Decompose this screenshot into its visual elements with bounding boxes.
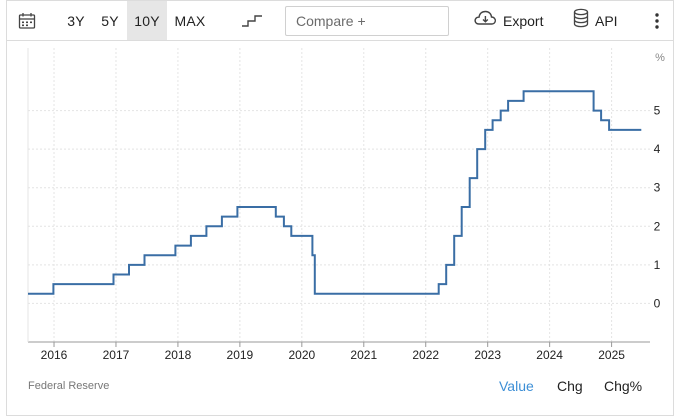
tab-chg[interactable]: Chg	[557, 378, 583, 394]
range-10y-button[interactable]: 10Y	[127, 1, 167, 40]
kebab-menu-icon[interactable]	[647, 1, 667, 40]
chart-panel	[6, 0, 674, 416]
range-5y-button[interactable]: 5Y	[101, 12, 119, 29]
tab-value[interactable]: Value	[499, 378, 534, 394]
export-button[interactable]: Export	[473, 1, 543, 40]
data-source-label: Federal Reserve	[28, 380, 110, 392]
range-max-button[interactable]: MAX	[174, 12, 206, 29]
export-label: Export	[503, 12, 544, 29]
compare-input[interactable]	[285, 6, 449, 36]
api-button[interactable]: API	[573, 1, 618, 40]
database-icon	[573, 8, 589, 33]
range-3y-button[interactable]: 3Y	[67, 12, 85, 29]
chart-toolbar: 3Y 5Y 10Y MAX Export API	[6, 0, 674, 41]
step-line-icon[interactable]	[237, 1, 267, 40]
tab-chg-pct[interactable]: Chg%	[604, 378, 643, 394]
cloud-download-icon	[473, 9, 497, 32]
api-label: API	[595, 12, 618, 29]
calendar-icon[interactable]	[13, 1, 41, 40]
